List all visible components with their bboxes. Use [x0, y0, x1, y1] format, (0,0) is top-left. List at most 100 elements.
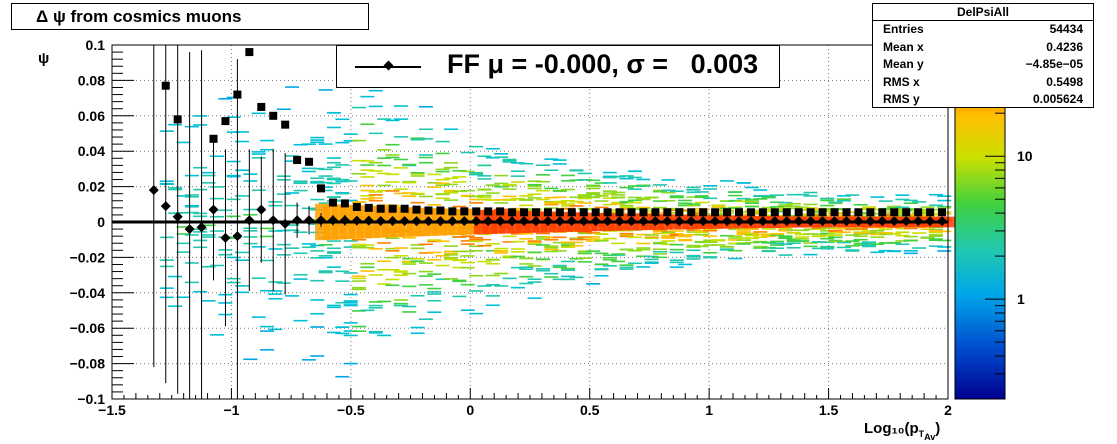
- heatmap-cell: [577, 179, 592, 181]
- heatmap-cell: [226, 281, 241, 284]
- heatmap-cell: [485, 249, 500, 252]
- heatmap-cell: [293, 231, 308, 234]
- heatmap-cell: [669, 266, 684, 268]
- heatmap-cell: [828, 236, 843, 239]
- heatmap-cell: [602, 182, 617, 184]
- heatmap-cell: [694, 233, 709, 236]
- heatmap-cell: [678, 209, 693, 211]
- heatmap-cell: [544, 202, 559, 205]
- heatmap-cell: [427, 173, 442, 176]
- heatmap-cell: [552, 196, 567, 199]
- heatmap-cell: [343, 334, 358, 337]
- heatmap-cell: [535, 232, 550, 234]
- heatmap-cell: [552, 241, 567, 244]
- heatmap-cell: [427, 186, 442, 189]
- heatmap-cell: [920, 228, 935, 231]
- heatmap-cell: [661, 240, 676, 242]
- mean-marker: [686, 216, 697, 227]
- heatmap-cell: [226, 116, 241, 118]
- heatmap-cell: [577, 232, 592, 235]
- heatmap-cell: [736, 211, 751, 214]
- heatmap-cell: [820, 214, 835, 217]
- heatmap-cell: [285, 247, 300, 249]
- heatmap-cell: [410, 173, 425, 175]
- heatmap-cell: [770, 244, 785, 246]
- heatmap-cell: [761, 194, 776, 197]
- heatmap-cell: [502, 183, 517, 186]
- heatmap-cell: [485, 258, 500, 261]
- heatmap-cell: [335, 141, 350, 144]
- heatmap-cell: [452, 250, 467, 253]
- stats-value: 0.5498: [1046, 74, 1083, 89]
- heatmap-cell: [611, 254, 626, 256]
- heatmap-cell: [352, 325, 367, 328]
- heatmap-cell: [586, 250, 601, 252]
- heatmap-cell: [903, 227, 918, 230]
- heatmap-cell: [243, 180, 258, 182]
- heatmap-cell: [251, 189, 266, 192]
- heatmap-cell: [444, 183, 459, 186]
- heatmap-cell: [845, 194, 860, 196]
- heatmap-cell: [602, 175, 617, 178]
- heatmap-cell: [711, 204, 726, 206]
- heatmap-cell: [193, 115, 208, 117]
- y-tick-label: −0.02: [70, 249, 106, 265]
- heatmap-cell: [435, 197, 450, 200]
- heatmap-cell: [301, 246, 316, 249]
- heatmap-cell: [393, 188, 408, 190]
- heatmap-cell: [736, 237, 751, 239]
- heatmap-cell: [485, 304, 500, 307]
- heatmap-cell: [770, 206, 785, 208]
- heatmap-cell: [360, 164, 375, 166]
- heatmap-cell: [820, 227, 835, 229]
- heatmap-cell: [485, 156, 500, 159]
- heatmap-cell: [418, 275, 433, 277]
- heatmap-cell: [828, 239, 843, 242]
- heatmap-cell: [410, 294, 425, 297]
- rms-marker: [221, 117, 230, 126]
- heatmap-cell: [845, 228, 860, 231]
- heatmap-cell: [377, 184, 392, 187]
- heatmap-cell: [335, 192, 350, 194]
- heatmap-cell: [527, 185, 542, 187]
- heatmap-cell: [870, 196, 885, 198]
- heatmap-cell: [402, 305, 417, 308]
- heatmap-cell: [393, 274, 408, 276]
- rms-marker: [854, 208, 863, 217]
- heatmap-cell: [619, 232, 634, 235]
- heatmap-cell: [719, 200, 734, 202]
- heatmap-cell: [661, 234, 676, 237]
- heatmap-cell: [209, 197, 224, 200]
- heatmap-cell: [368, 332, 383, 334]
- heatmap-cell: [678, 202, 693, 205]
- rms-marker: [663, 208, 672, 217]
- heatmap-cell: [260, 289, 275, 292]
- heatmap-cell: [736, 243, 751, 245]
- rms-marker: [317, 184, 325, 193]
- heatmap-cell: [477, 155, 492, 158]
- heatmap-cell: [326, 251, 341, 253]
- heatmap-cell: [744, 198, 759, 201]
- rms-marker: [675, 208, 684, 217]
- heatmap-cell: [193, 212, 208, 215]
- rms-marker: [520, 208, 529, 217]
- heatmap-cell: [444, 191, 459, 193]
- heatmap-cell: [519, 195, 534, 197]
- heatmap-cell: [243, 173, 258, 176]
- heatmap-cell: [326, 252, 341, 254]
- heatmap-cell: [368, 197, 383, 199]
- heatmap-cell: [619, 206, 634, 208]
- heatmap-cell: [352, 201, 367, 203]
- rms-marker: [376, 204, 385, 213]
- heatmap-cell: [435, 240, 450, 243]
- mean-marker: [304, 215, 315, 226]
- heatmap-cell: [795, 229, 810, 232]
- heatmap-cell: [494, 250, 509, 252]
- heatmap-cell: [586, 179, 601, 182]
- heatmap-cell: [377, 334, 392, 337]
- heatmap-cell: [318, 270, 333, 272]
- heatmap-cell: [527, 197, 542, 199]
- heatmap-cell: [535, 258, 550, 260]
- heatmap-cell: [318, 175, 333, 177]
